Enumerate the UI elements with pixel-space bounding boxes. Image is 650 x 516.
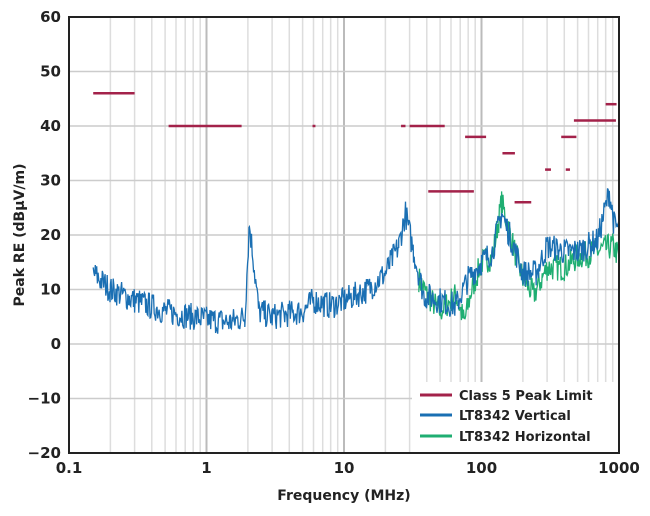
y-axis-label: Peak RE (dBµV/m) xyxy=(12,164,28,307)
x-tick-label: 1000 xyxy=(598,459,640,477)
x-tick-label: 1 xyxy=(201,459,211,477)
series-lt8342-vertical xyxy=(92,188,620,334)
y-tick-label: −20 xyxy=(28,444,61,462)
legend-label-horizontal: LT8342 Horizontal xyxy=(459,430,591,445)
x-tick-label: 100 xyxy=(466,459,497,477)
y-tick-label: 30 xyxy=(40,172,61,190)
series-layer xyxy=(92,92,620,334)
x-tick-label: 0.1 xyxy=(56,459,83,477)
y-tick-label: 60 xyxy=(40,8,61,26)
y-tick-label: 40 xyxy=(40,117,61,135)
legend-label-vertical: LT8342 Vertical xyxy=(459,409,571,424)
plot-frame xyxy=(68,16,620,454)
y-tick-label: 50 xyxy=(40,63,61,81)
legend-label-limit: Class 5 Peak Limit xyxy=(459,389,593,404)
y-tick-label: −10 xyxy=(28,390,61,408)
y-tick-label: 20 xyxy=(40,226,61,244)
grid xyxy=(69,16,619,454)
y-tick-label: 0 xyxy=(51,335,61,353)
y-tick-label: 10 xyxy=(40,281,61,299)
x-tick-label: 10 xyxy=(334,459,355,477)
x-axis-label: Frequency (MHz) xyxy=(277,488,410,504)
legend: Class 5 Peak Limit LT8342 Vertical LT834… xyxy=(412,382,618,452)
